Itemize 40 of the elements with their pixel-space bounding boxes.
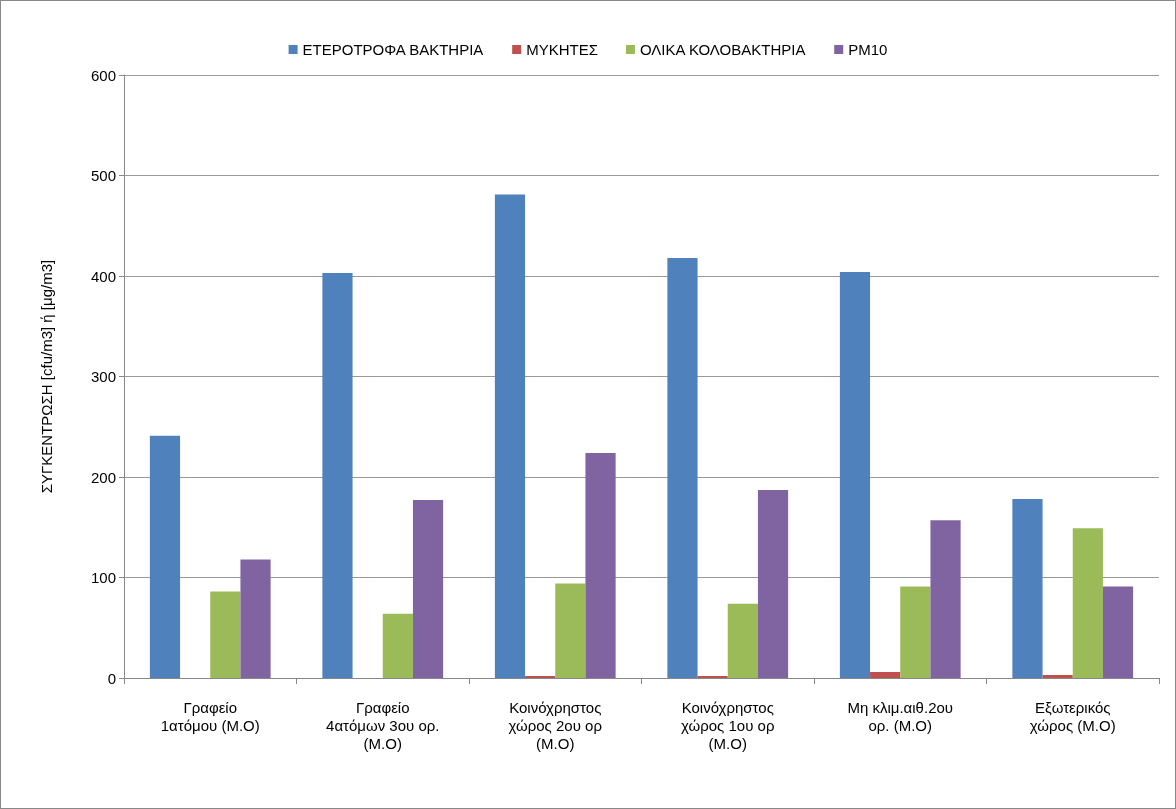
bar: [322, 272, 353, 678]
bar: [149, 435, 181, 678]
bar: [555, 583, 586, 678]
bar: [870, 671, 901, 678]
y-tick-label: 400: [90, 267, 116, 285]
bar: [494, 194, 526, 678]
x-tick-label: Εξωτερικός χώρος (Μ.Ο): [1029, 698, 1116, 734]
bar: [585, 452, 616, 678]
y-axis-title: ΣΥΓΚΕΝΤΡΩΣΗ [cfu/m3] ή [μg/m3]: [38, 259, 55, 494]
bar: [382, 613, 413, 678]
y-tick-label: 500: [90, 167, 116, 184]
bar: [667, 257, 698, 678]
y-tick-label: 100: [90, 569, 116, 586]
bar: [210, 591, 241, 678]
bar: [839, 271, 871, 678]
x-tick-label: Κοινόχρηστος χώρος 2ου ορ (Μ.Ο): [508, 698, 602, 752]
legend-label: ΕΤΕΡΟΤΡΟΦΑ ΒΑΚΤΗΡΙΑ: [302, 41, 484, 58]
legend-label: ΜΥΚΗΤΕΣ: [526, 41, 598, 58]
bar: [412, 500, 444, 678]
bar: [757, 490, 789, 678]
y-tick-label: 200: [90, 468, 116, 486]
bar: [1072, 528, 1103, 678]
bar: [930, 520, 961, 678]
bar: [525, 675, 556, 678]
y-tick-label: 300: [90, 368, 116, 385]
bar: [1102, 586, 1134, 678]
x-tick-label: Γραφείο 1ατόμου (Μ.Ο): [160, 698, 260, 734]
legend-label: PM10: [848, 41, 888, 58]
x-tick-label: Γραφείο 4ατόμων 3ου ορ. (Μ.Ο): [326, 698, 440, 752]
x-tick-label: Κοινόχρηστος χώρος 1ου ορ (Μ.Ο): [681, 698, 775, 752]
bar: [1042, 674, 1073, 678]
bar: [1012, 499, 1043, 678]
bar: [697, 675, 728, 678]
y-tick-label: 600: [90, 66, 116, 84]
y-tick-label: 0: [107, 669, 116, 687]
bar: [727, 603, 758, 678]
bar: [240, 559, 271, 678]
x-tick-label: Μη κλιμ.αιθ.2ου ορ. (Μ.Ο): [847, 698, 954, 734]
bar: [900, 586, 931, 678]
legend-label: ΟΛΙΚΑ ΚΟΛΟΒΑΚΤΗΡΙΑ: [639, 41, 806, 58]
